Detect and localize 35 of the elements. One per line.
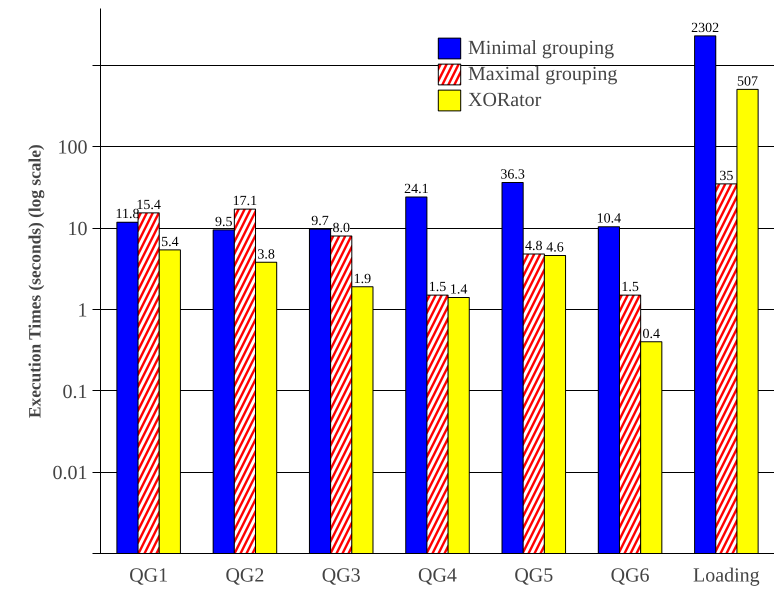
x-tick-label: QG1 <box>129 564 168 586</box>
y-tick-label: 0.1 <box>62 380 88 403</box>
data-label: 9.5 <box>214 214 232 230</box>
data-label: 35 <box>719 168 734 184</box>
y-axis-title: Execution Times (seconds) (log scale) <box>26 144 44 418</box>
y-tick-label: 0.01 <box>52 462 88 484</box>
data-label: 1.5 <box>428 280 446 296</box>
x-tick-label: QG4 <box>418 564 457 586</box>
data-label: 1.4 <box>450 282 468 298</box>
legend-label: Minimal grouping <box>468 36 614 60</box>
y-tick-label: 10 <box>68 218 88 240</box>
data-label: 4.8 <box>525 239 543 254</box>
data-label: 9.7 <box>311 214 329 230</box>
legend-label: Maximal grouping <box>468 62 618 86</box>
x-tick-label: QG6 <box>610 564 650 586</box>
x-tick-label: QG2 <box>225 564 264 586</box>
data-label: 17.1 <box>232 194 258 210</box>
data-label: 0.4 <box>642 326 660 342</box>
y-tick-label: 1 <box>78 299 88 322</box>
data-label: 2302 <box>691 20 720 36</box>
data-label: 8.0 <box>332 220 350 236</box>
data-label: 1.5 <box>621 280 639 296</box>
data-label: 4.6 <box>546 240 564 256</box>
y-tick-label: 100 <box>58 136 88 159</box>
data-label: 1.9 <box>354 272 372 287</box>
x-tick-label: QG3 <box>322 564 361 586</box>
data-label: 10.4 <box>596 212 622 227</box>
data-label: 36.3 <box>500 168 525 183</box>
data-label: 3.8 <box>257 247 275 262</box>
x-tick-label: QG5 <box>514 564 554 586</box>
data-label: 24.1 <box>404 182 429 197</box>
data-label: 5.4 <box>161 234 179 250</box>
x-tick-label: Loading <box>693 564 760 586</box>
legend-label: XORator <box>468 88 542 112</box>
data-label: 507 <box>737 74 758 90</box>
